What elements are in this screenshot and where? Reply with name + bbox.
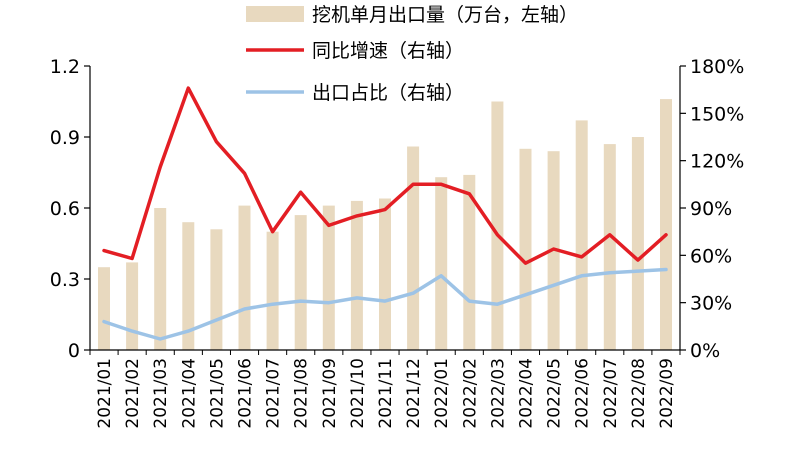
x-tick-label: 2021/07 <box>264 358 284 429</box>
x-tick-label: 2021/11 <box>376 358 396 429</box>
left-tick-label: 0 <box>68 340 80 362</box>
x-tick-label: 2022/02 <box>460 358 480 429</box>
right-tick-label: 120% <box>690 151 744 173</box>
right-tick-label: 90% <box>690 198 732 220</box>
legend-item-bar: 挖机单月出口量（万台，左轴） <box>246 4 578 26</box>
bar-2021/12 <box>407 146 420 350</box>
left-tick-label: 0.3 <box>50 269 80 291</box>
legend-label-bar: 挖机单月出口量（万台，左轴） <box>312 4 578 26</box>
x-tick-label: 2021/08 <box>292 358 312 429</box>
left-tick-label: 0.9 <box>50 127 80 149</box>
axes-layer: 0 0.3 0.6 0.9 1.2 0% 30% 60% 90% 120% 150% 180% 2021… <box>50 56 745 429</box>
bar-2021/03 <box>154 208 167 350</box>
export-share-line <box>102 267 668 341</box>
bar-2022/09 <box>660 99 672 350</box>
bar-2021/07 <box>266 231 279 350</box>
bar-2022/07 <box>603 144 616 350</box>
bar-2021/06 <box>238 205 251 350</box>
bar-2022/01 <box>435 177 448 350</box>
bar-2022/04 <box>519 148 532 350</box>
bar-2021/09 <box>322 205 335 350</box>
x-tick-label: 2021/10 <box>348 358 368 429</box>
x-tick-label: 2022/03 <box>488 358 508 429</box>
bar-2022/08 <box>631 137 644 350</box>
left-tick-label: 0.6 <box>50 198 80 220</box>
legend-label-share: 出口占比（右轴） <box>312 82 464 104</box>
right-tick-label: 60% <box>690 245 732 267</box>
x-tick-label: 2021/05 <box>207 358 227 429</box>
x-tick-label: 2022/04 <box>517 358 537 429</box>
lines-layer <box>102 86 668 341</box>
x-tick-label: 2021/04 <box>179 358 199 429</box>
right-tick-label: 150% <box>690 103 744 125</box>
x-tick-label: 2021/09 <box>320 358 340 429</box>
bar-2021/11 <box>379 198 391 350</box>
bar-2022/06 <box>575 120 588 351</box>
bar-2022/03 <box>491 101 504 350</box>
bar-2021/10 <box>350 200 363 350</box>
legend-swatch-bar <box>246 6 304 22</box>
bar-2021/02 <box>126 262 139 350</box>
x-tick-label: 2021/12 <box>404 358 424 429</box>
right-tick-label: 180% <box>690 56 744 78</box>
bar-2021/05 <box>210 229 223 350</box>
legend-item-share: 出口占比（右轴） <box>246 82 464 104</box>
growth-line <box>102 86 668 265</box>
right-tick-label: 30% <box>690 293 732 315</box>
legend-label-growth: 同比增速（右轴） <box>312 40 464 62</box>
bar-2021/08 <box>294 215 307 350</box>
bar-2021/04 <box>182 222 195 350</box>
x-tick-label: 2021/06 <box>236 358 256 429</box>
x-tick-label: 2022/08 <box>629 358 649 429</box>
left-tick-label: 1.2 <box>50 56 80 78</box>
right-tick-label: 0% <box>690 340 720 362</box>
x-tick-label: 2022/05 <box>545 358 565 429</box>
legend: 挖机单月出口量（万台，左轴） 同比增速（右轴） 出口占比（右轴） <box>246 4 578 104</box>
legend-item-growth: 同比增速（右轴） <box>246 40 464 62</box>
x-tick-label: 2022/01 <box>432 358 452 429</box>
x-tick-label: 2021/01 <box>95 358 115 429</box>
x-tick-label: 2021/03 <box>151 358 171 429</box>
bars-layer <box>98 99 672 351</box>
x-tick-label: 2021/02 <box>123 358 143 429</box>
bar-2021/01 <box>98 267 110 350</box>
bar-2022/02 <box>463 174 476 350</box>
x-tick-label: 2022/07 <box>601 358 621 429</box>
x-tick-label: 2022/09 <box>657 358 677 429</box>
x-tick-label: 2022/06 <box>573 358 593 429</box>
